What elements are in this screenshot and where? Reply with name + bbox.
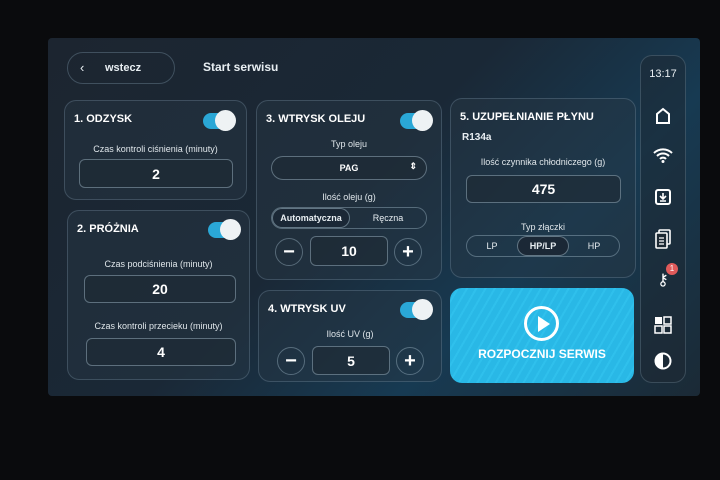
card-oil-injection: 3. WTRYSK OLEJU Typ oleju PAG ⇕ Ilość ol… (256, 100, 442, 280)
oil-mode-segmented[interactable]: Automatyczna Ręczna (271, 207, 427, 229)
pressure-check-time-input[interactable]: 2 (79, 159, 233, 188)
contrast-icon[interactable] (652, 350, 674, 372)
screen: ‹ wstecz Start serwisu 1. ODZYSK Czas ko… (48, 38, 700, 396)
play-icon (524, 306, 559, 341)
home-icon[interactable] (652, 105, 674, 127)
uv-injection-toggle[interactable] (400, 299, 433, 320)
oil-increment-button[interactable]: + (394, 238, 422, 266)
keys-icon[interactable]: ⚷ 1 (652, 263, 678, 291)
refrigerant-amount-input[interactable]: 475 (466, 175, 621, 203)
oil-injection-toggle[interactable] (400, 110, 433, 131)
download-icon[interactable] (652, 186, 674, 208)
card-vacuum: 2. PRÓŻNIA Czas podciśnienia (minuty) 20… (67, 210, 250, 380)
oil-amount-input[interactable]: 10 (310, 236, 388, 266)
mode-manual[interactable]: Ręczna (372, 213, 404, 223)
back-label: wstecz (105, 62, 142, 74)
card-title: 3. WTRYSK OLEJU (266, 113, 366, 125)
field-label: Czas kontroli ciśnienia (minuty) (93, 144, 218, 154)
oil-type-select[interactable]: PAG ⇕ (271, 156, 427, 180)
leak-check-time-input[interactable]: 4 (86, 338, 236, 366)
uv-increment-button[interactable]: + (396, 347, 424, 375)
field-label: Typ oleju (330, 139, 368, 149)
vacuum-toggle[interactable] (208, 219, 241, 240)
oil-type-value: PAG (339, 163, 359, 173)
coupler-hp-lp[interactable]: HP/LP (517, 236, 569, 256)
oil-decrement-button[interactable]: − (275, 238, 303, 266)
uv-amount-input[interactable]: 5 (312, 346, 390, 375)
notification-badge: 1 (666, 263, 678, 275)
refrigerant-type: R134a (462, 132, 492, 143)
field-label: Czas podciśnienia (minuty) (104, 259, 213, 269)
page-title: Start serwisu (203, 60, 279, 74)
card-title: 1. ODZYSK (74, 113, 133, 125)
field-label: Ilość UV (g) (326, 329, 374, 339)
vacuum-time-input[interactable]: 20 (84, 275, 236, 303)
coupler-segmented[interactable]: LP HP/LP HP (466, 235, 620, 257)
start-label: ROZPOCZNIJ SERWIS (478, 347, 606, 361)
card-refrigerant-fill: 5. UZUPEŁNIANIE PŁYNU R134a Ilość czynni… (450, 98, 636, 278)
clock: 13:17 (649, 68, 677, 80)
grid-icon[interactable] (652, 314, 674, 336)
coupler-lp[interactable]: LP (486, 241, 498, 251)
field-label: Ilość czynnika chłodniczego (g) (480, 157, 606, 167)
field-label: Typ złączki (520, 222, 565, 232)
card-title: 4. WTRYSK UV (268, 303, 346, 315)
wifi-icon[interactable] (652, 144, 674, 166)
card-title: 5. UZUPEŁNIANIE PŁYNU (460, 111, 594, 123)
card-recovery: 1. ODZYSK Czas kontroli ciśnienia (minut… (64, 100, 247, 200)
back-button[interactable]: ‹ wstecz (67, 52, 175, 84)
documents-icon[interactable] (652, 228, 674, 250)
updown-chevron-icon: ⇕ (409, 161, 417, 171)
chevron-left-icon: ‹ (80, 60, 85, 75)
coupler-hp[interactable]: HP (587, 241, 601, 251)
card-title: 2. PRÓŻNIA (77, 223, 139, 235)
card-uv-injection: 4. WTRYSK UV Ilość UV (g) − 5 + (258, 290, 442, 382)
sidebar: 13:17 ⚷ 1 (640, 55, 686, 383)
field-label: Ilość oleju (g) (322, 192, 376, 202)
field-label: Czas kontroli przecieku (minuty) (94, 321, 223, 331)
recovery-toggle[interactable] (203, 110, 236, 131)
start-service-button[interactable]: ROZPOCZNIJ SERWIS (450, 288, 634, 383)
uv-decrement-button[interactable]: − (277, 347, 305, 375)
mode-automatic[interactable]: Automatyczna (272, 208, 350, 228)
